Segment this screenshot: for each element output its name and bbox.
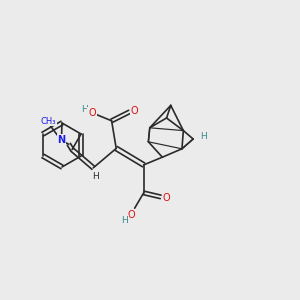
Text: O: O: [128, 210, 136, 220]
Text: O: O: [88, 108, 96, 118]
Text: H: H: [200, 133, 206, 142]
Text: H: H: [92, 172, 99, 181]
Text: N: N: [57, 134, 65, 145]
Text: CH₃: CH₃: [41, 117, 56, 126]
Text: H: H: [82, 106, 88, 115]
Text: H: H: [121, 216, 128, 225]
Text: O: O: [163, 193, 170, 203]
Text: O: O: [131, 106, 138, 116]
